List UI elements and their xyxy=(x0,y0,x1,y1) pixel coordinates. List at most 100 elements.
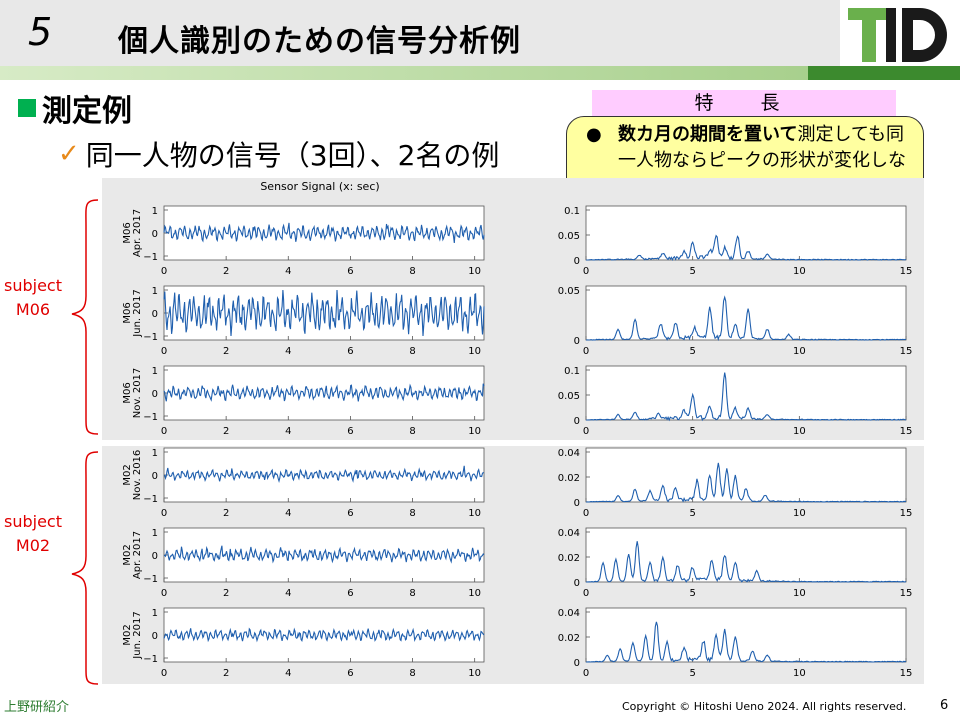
spectrum-xtick-label: 0 xyxy=(583,346,589,357)
spectrum-ytick-label: 0.05 xyxy=(558,231,580,242)
spectrum-xtick-label: 10 xyxy=(793,346,806,357)
signal-ytick-label: 1 xyxy=(152,448,158,459)
signal-ylabel-id: M02 xyxy=(122,544,133,565)
signal-xtick-label: 10 xyxy=(468,508,481,519)
signal-xtick-label: 4 xyxy=(285,426,291,437)
signal-ylabel-id: M06 xyxy=(122,302,133,323)
spectrum-series-line xyxy=(585,295,907,342)
signal-ylabel-date: Nov. 2016 xyxy=(132,450,143,501)
subject-label-m02: subject M02 xyxy=(4,510,62,558)
signal-xtick-label: 10 xyxy=(468,668,481,679)
signal-xtick-label: 4 xyxy=(285,668,291,679)
section-heading-text: 測定例 xyxy=(42,94,132,129)
feature-rest-text: 測定しても同一人物ならピークの形状が変化しない xyxy=(618,124,906,197)
spectrum-ytick-label: 0 xyxy=(574,658,580,669)
signal-ytick-label: 1 xyxy=(152,206,158,217)
signal-ytick-label: 0 xyxy=(152,389,158,400)
spectrum-ytick-label: 0 xyxy=(574,498,580,509)
signal-xtick-label: 10 xyxy=(468,346,481,357)
signal-xtick-label: 8 xyxy=(409,668,415,679)
signal-xtick-label: 10 xyxy=(468,266,481,277)
signal-xtick-label: 8 xyxy=(409,346,415,357)
spectrum-xtick-label: 15 xyxy=(900,426,913,437)
spectrum-series-line xyxy=(585,541,907,583)
signal-series-line xyxy=(163,289,485,337)
spectrum-ytick-label: 0.04 xyxy=(558,448,580,459)
spectrum-ytick-label: 0.02 xyxy=(558,633,580,644)
spectrum-ytick-label: 0.04 xyxy=(558,528,580,539)
signal-ytick-label: −1 xyxy=(143,654,158,665)
sensor-chart-title: Sensor Signal (x: sec) xyxy=(260,180,379,193)
spectrum-xtick-label: 5 xyxy=(689,668,695,679)
signal-ytick-label: −1 xyxy=(143,574,158,585)
spectrum-ytick-label: 0 xyxy=(574,336,580,347)
subject-label-line2: M02 xyxy=(15,536,51,555)
signal-ytick-label: −1 xyxy=(143,412,158,423)
signal-ylabel-date: Apr. 2017 xyxy=(132,531,143,579)
spectrum-xtick-label: 5 xyxy=(689,266,695,277)
signal-ytick-label: −1 xyxy=(143,332,158,343)
signal-xtick-label: 2 xyxy=(223,508,229,519)
signal-xtick-label: 8 xyxy=(409,508,415,519)
spectrum-ytick-label: 0.05 xyxy=(558,286,580,297)
header-background xyxy=(0,0,840,66)
brace-m06 xyxy=(71,199,99,435)
spectrum-xtick-label: 15 xyxy=(900,266,913,277)
signal-plot-frame xyxy=(163,607,485,663)
signal-ytick-label: 0 xyxy=(152,551,158,562)
checkmark-icon: ✓ xyxy=(58,139,80,169)
signal-xtick-label: 2 xyxy=(223,426,229,437)
footer-lab-name: 上野研紹介 xyxy=(4,700,70,715)
spectrum-xtick-label: 0 xyxy=(583,508,589,519)
signal-series-line xyxy=(163,627,485,643)
signal-ytick-label: −1 xyxy=(143,252,158,263)
spectrum-xtick-label: 10 xyxy=(793,266,806,277)
slide-number: 5 xyxy=(28,10,53,54)
signal-xtick-label: 0 xyxy=(161,426,167,437)
header-accent-bar-dark xyxy=(808,66,960,80)
section-subheading: ✓ 同一人物の信号（3回）、2名の例 xyxy=(58,134,499,174)
signal-ylabel-id: M02 xyxy=(122,464,133,485)
spectrum-xtick-label: 15 xyxy=(900,508,913,519)
spectrum-ytick-label: 0.02 xyxy=(558,553,580,564)
slide-title: 個人識別のための信号分析例 xyxy=(118,24,521,59)
spectrum-xtick-label: 5 xyxy=(689,508,695,519)
spectrum-xtick-label: 15 xyxy=(900,588,913,599)
spectrum-xtick-label: 5 xyxy=(689,426,695,437)
signal-xtick-label: 6 xyxy=(347,668,353,679)
signal-xtick-label: 0 xyxy=(161,346,167,357)
signal-xtick-label: 6 xyxy=(347,346,353,357)
spectrum-plot-frame xyxy=(585,365,907,421)
spectrum-series-line xyxy=(585,621,907,663)
spectrum-plot-frame xyxy=(585,447,907,503)
slide-header: 5 個人識別のための信号分析例 xyxy=(0,0,960,80)
spectrum-ytick-label: 0.04 xyxy=(558,608,580,619)
spectrum-plot-frame xyxy=(585,607,907,663)
signal-ylabel-date: Jun. 2017 xyxy=(132,289,143,337)
spectrum-ytick-label: 0 xyxy=(574,416,580,427)
logo-graphic xyxy=(848,8,947,62)
signal-ytick-label: 1 xyxy=(152,608,158,619)
signal-xtick-label: 6 xyxy=(347,266,353,277)
subject-label-line1: subject xyxy=(4,276,62,295)
bullet-dot-icon: ● xyxy=(586,124,602,145)
header-accent-bar xyxy=(0,66,808,80)
signal-ylabel-id: M06 xyxy=(122,382,133,403)
signal-xtick-label: 10 xyxy=(468,426,481,437)
signal-xtick-label: 2 xyxy=(223,588,229,599)
spectrum-series-line xyxy=(586,372,907,422)
spectrum-series-line xyxy=(586,234,907,261)
spectrum-xtick-label: 10 xyxy=(793,426,806,437)
subject-label-m06: subject M06 xyxy=(4,274,62,322)
signal-ytick-label: 0 xyxy=(152,309,158,320)
signal-xtick-label: 6 xyxy=(347,508,353,519)
signal-xtick-label: 2 xyxy=(223,346,229,357)
spectrum-xtick-label: 5 xyxy=(689,346,695,357)
spectrum-xtick-label: 15 xyxy=(900,346,913,357)
signal-xtick-label: 2 xyxy=(223,266,229,277)
spectrum-ytick-label: 0 xyxy=(574,256,580,267)
signal-xtick-label: 10 xyxy=(468,588,481,599)
signal-xtick-label: 4 xyxy=(285,346,291,357)
spectrum-xtick-label: 15 xyxy=(900,668,913,679)
spectrum-xtick-label: 10 xyxy=(793,508,806,519)
